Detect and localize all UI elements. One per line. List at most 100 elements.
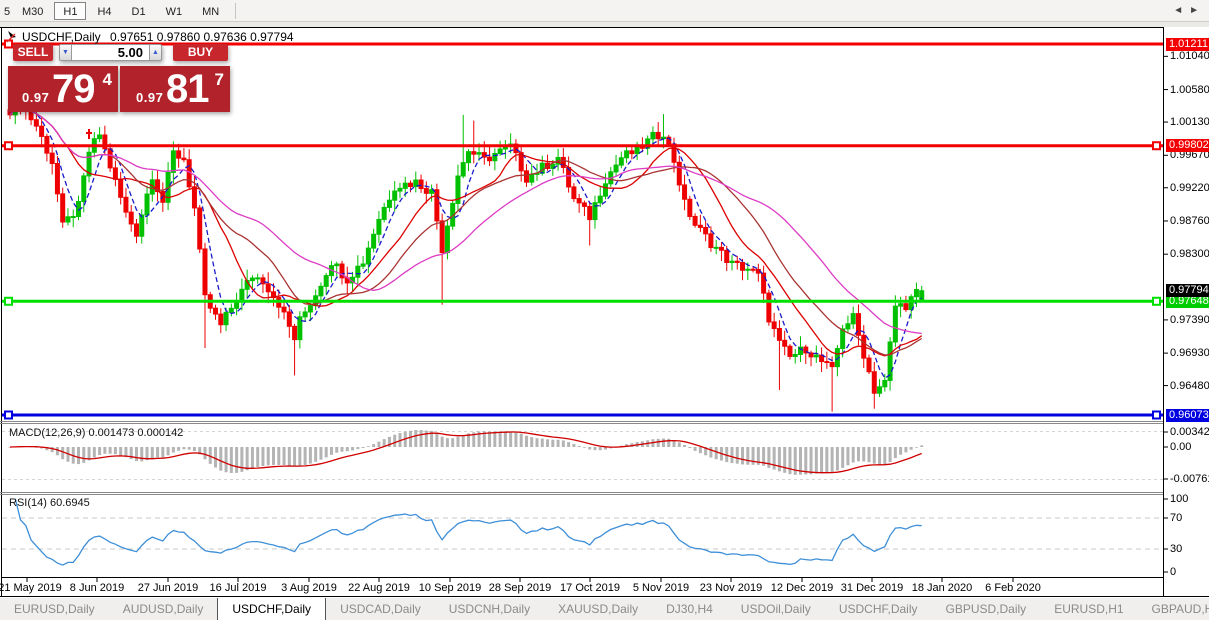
macd-histogram-bar — [366, 446, 370, 447]
candle-body — [191, 186, 197, 209]
macd-histogram-bar — [166, 447, 170, 456]
volume-increase-button[interactable]: ▲ — [149, 44, 162, 61]
candle-body — [518, 152, 524, 172]
chart-tab-usdcad-daily[interactable]: USDCAD,Daily — [340, 602, 421, 616]
candle-body — [871, 371, 877, 394]
macd-histogram-bar — [445, 438, 449, 447]
macd-histogram-bar — [477, 431, 481, 447]
candle-body — [234, 301, 240, 309]
candle-body — [102, 134, 108, 150]
candle-body — [898, 303, 904, 307]
macd-histogram-bar — [698, 447, 702, 454]
timeframe-button-h1[interactable]: H1 — [54, 1, 87, 20]
candle-body — [439, 220, 445, 254]
candle-body — [376, 218, 382, 235]
candle-body — [86, 151, 92, 177]
macd-histogram-bar — [693, 447, 697, 451]
chart-tab-dj30-h4[interactable]: DJ30,H4 — [666, 602, 713, 616]
timeframe-button-h4[interactable]: H4 — [97, 5, 112, 18]
chart-tab-usdchf-daily[interactable]: USDCHF,Daily — [838, 602, 918, 616]
timeframe-button-w1[interactable]: W1 — [165, 5, 183, 18]
macd-histogram-bar — [777, 447, 781, 472]
timeframe-button-mn[interactable]: MN — [202, 5, 220, 18]
candle-body — [682, 184, 688, 200]
chart-tab-usdoil-daily[interactable]: USDOil,Daily — [740, 602, 811, 616]
current-price-badge: 0.97794 — [1166, 284, 1209, 298]
macd-histogram-bar — [303, 447, 307, 465]
macd-histogram-bar — [461, 435, 465, 447]
sell-button[interactable]: SELL — [13, 44, 53, 61]
macd-histogram-bar — [535, 438, 539, 447]
macd-histogram-bar — [498, 431, 502, 447]
macd-histogram-bar — [245, 447, 249, 471]
candle-body — [771, 321, 777, 329]
macd-histogram-bar — [767, 447, 771, 468]
macd-histogram-bar — [862, 447, 866, 462]
candle-body — [260, 277, 266, 285]
support-line-blue-price-badge: 0.96073 — [1166, 408, 1209, 422]
sell-price-tile[interactable]: 0.97 79 4 — [8, 66, 118, 112]
support-line-green-handle-left[interactable] — [4, 296, 13, 306]
resistance-line-2-handle-left[interactable] — [4, 141, 13, 151]
macd-histogram-bar — [625, 444, 629, 447]
candle-body — [334, 263, 340, 267]
macd-histogram-bar — [883, 447, 887, 465]
macd-histogram-bar — [177, 447, 181, 451]
tab-scroll-left-icon[interactable]: ◄ — [1173, 5, 1190, 16]
macd-histogram-bar — [235, 447, 239, 473]
volume-input[interactable]: 5.00 — [72, 44, 149, 61]
macd-histogram-bar — [920, 445, 924, 447]
chart-tab-audusd-daily[interactable]: AUDUSD,Daily — [122, 602, 204, 616]
macd-histogram-bar — [287, 447, 291, 466]
support-line-green-handle-right[interactable] — [1152, 296, 1161, 306]
macd-histogram-bar — [519, 433, 523, 447]
candle-body — [571, 186, 577, 200]
macd-histogram-bar — [150, 447, 154, 459]
candle-body — [803, 346, 809, 354]
chart-tab-usdchf-daily[interactable]: USDCHF,Daily — [217, 598, 327, 620]
resistance-line-2-handle-right[interactable] — [1152, 141, 1161, 151]
chart-tab-eurusd-h1[interactable]: EURUSD,H1 — [1054, 602, 1124, 616]
chart-tab-eurusd-daily[interactable]: EURUSD,Daily — [14, 602, 95, 616]
candle-body — [740, 261, 746, 271]
candle-body — [687, 198, 693, 217]
macd-histogram-bar — [419, 430, 423, 447]
ma-fast-line — [9, 107, 923, 380]
support-line-blue-handle-left[interactable] — [4, 410, 13, 420]
support-line-blue-handle-right[interactable] — [1152, 410, 1161, 420]
macd-histogram-bar — [98, 447, 102, 456]
macd-histogram-bar — [841, 447, 845, 468]
price-axis-label: 1.01040 — [1170, 50, 1209, 63]
timeframe-button-m30[interactable]: M30 — [22, 5, 44, 18]
macd-histogram-bar — [214, 447, 218, 468]
macd-histogram-bar — [809, 447, 813, 475]
volume-decrease-button[interactable]: ▼ — [59, 44, 72, 61]
candle-body — [360, 263, 366, 267]
chart-tab-xauusd-daily[interactable]: XAUUSD,Daily — [558, 602, 639, 616]
candle-body — [133, 223, 139, 237]
macd-histogram-bar — [704, 447, 708, 456]
candle-body — [581, 202, 587, 207]
buy-button[interactable]: BUY — [173, 44, 228, 61]
macd-histogram-bar — [756, 447, 760, 465]
candle-body — [750, 268, 756, 271]
chart-tab-usdcnh-daily[interactable]: USDCNH,Daily — [448, 602, 531, 616]
candle-body — [471, 151, 477, 155]
macd-histogram-bar — [440, 436, 444, 447]
timeframe-button-5[interactable]: 5 — [4, 5, 11, 18]
chart-symbol-title: USDCHF,Daily — [22, 30, 101, 44]
candle-body — [718, 246, 724, 251]
buy-price-tile[interactable]: 0.97 81 7 — [120, 66, 230, 112]
candle-body — [655, 131, 661, 140]
chart-tab-gbpusd-daily[interactable]: GBPUSD,Daily — [945, 602, 1027, 616]
macd-histogram-bar — [709, 447, 713, 458]
macd-histogram-bar — [667, 438, 671, 447]
macd-histogram-bar — [140, 447, 144, 462]
candle-body — [487, 156, 493, 162]
candle-body — [492, 153, 498, 162]
chart-tab-gbpaud-h1[interactable]: GBPAUD,H1 — [1151, 602, 1209, 616]
tab-scroll-right-icon[interactable]: ► — [1189, 5, 1205, 16]
timeframe-button-d1[interactable]: D1 — [131, 5, 146, 18]
price-axis-label: 0.98300 — [1170, 248, 1209, 261]
candle-body — [271, 291, 276, 299]
